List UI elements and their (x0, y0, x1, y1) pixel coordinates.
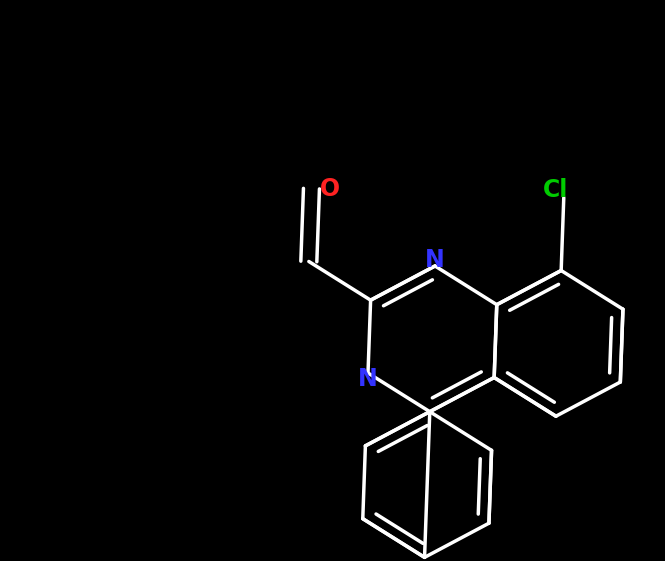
Text: O: O (319, 177, 340, 201)
Text: N: N (425, 248, 445, 272)
Text: Cl: Cl (543, 178, 569, 202)
Text: N: N (358, 367, 378, 391)
